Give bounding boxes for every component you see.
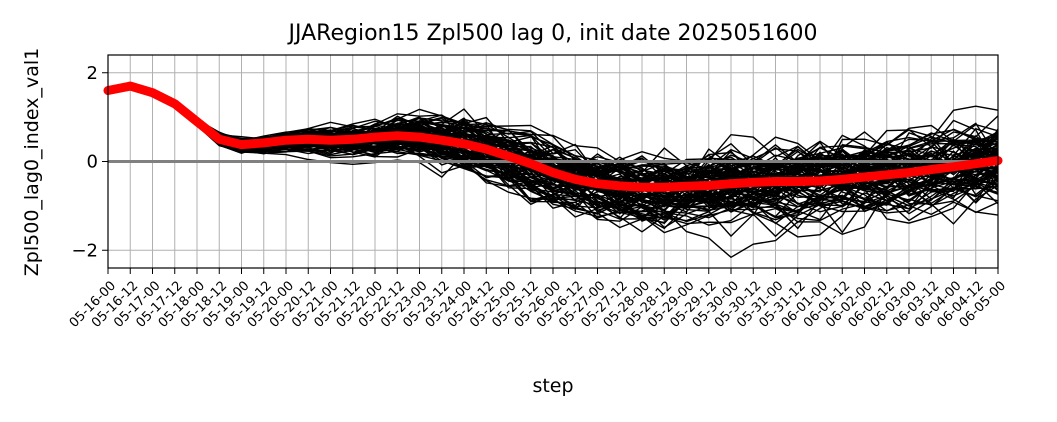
x-axis-label: step [532,375,573,397]
y-axis-label: Zpl500_lag0_index_val1 [21,48,43,276]
y-tick-label: −2 [71,240,98,261]
ensemble-mean-series [103,81,1003,192]
chart-title: JJARegion15 Zpl500 lag 0, init date 2025… [287,21,818,46]
y-tick-label: 0 [87,152,98,173]
y-tick-label: 2 [87,63,98,84]
ensemble-mean-line [103,81,1003,192]
